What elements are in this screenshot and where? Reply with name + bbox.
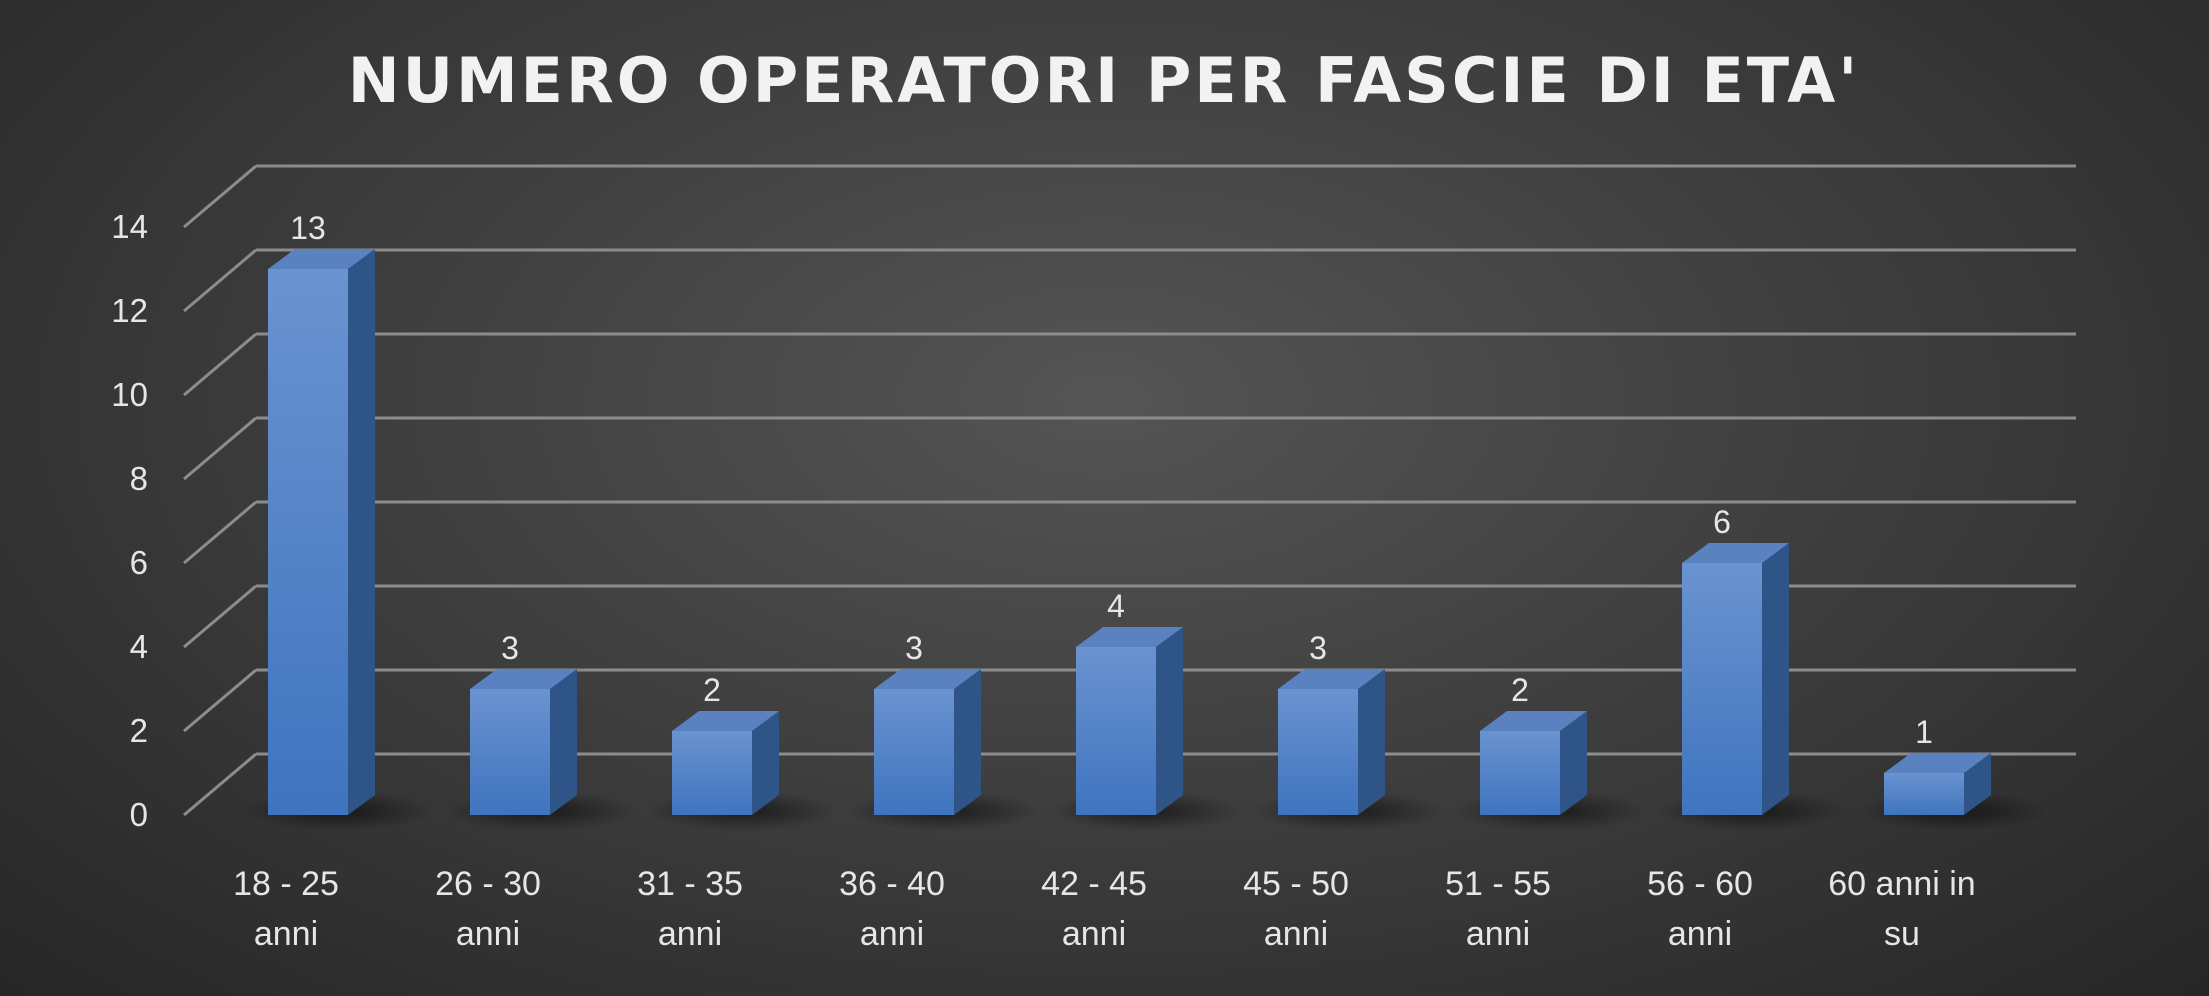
y-axis-tick-labels: 0 2 4 6 8 10 12 14: [111, 208, 148, 833]
data-label: 4: [1107, 588, 1125, 624]
x-tick-label: 45 - 50: [1243, 865, 1349, 903]
data-label: 3: [905, 630, 923, 666]
gridline-diagonal: [183, 332, 257, 397]
x-axis-category-labels: 18 - 25 anni 26 - 30 anni 31 - 35 anni 36 - 40…: [233, 865, 1976, 953]
x-tick-label: anni: [860, 915, 924, 953]
bar: [1884, 753, 1991, 815]
y-tick-label: 2: [130, 712, 148, 749]
bar-side: [1358, 669, 1385, 815]
bar-top: [1278, 669, 1385, 689]
bar-side: [1560, 711, 1587, 815]
data-label: 6: [1713, 504, 1731, 540]
bar-front: [1884, 773, 1964, 815]
y-tick-label: 0: [130, 796, 148, 833]
bar-top: [1682, 543, 1789, 563]
gridline-diagonal: [183, 416, 257, 481]
bar-front: [470, 689, 550, 815]
data-labels: 13 3 2 3 4 3 2 6 1: [290, 210, 1933, 750]
bar-top: [268, 249, 375, 269]
bar-top: [672, 711, 779, 731]
bar-front: [1076, 647, 1156, 815]
bar-side: [954, 669, 981, 815]
bar: [1480, 711, 1587, 815]
bars: [268, 249, 1991, 815]
y-tick-label: 10: [111, 376, 148, 413]
bar: [470, 669, 577, 815]
x-tick-label: 31 - 35: [637, 865, 743, 903]
bar-top: [1076, 627, 1183, 647]
bar-side: [752, 711, 779, 815]
x-tick-label: 56 - 60: [1647, 865, 1753, 903]
data-label: 3: [1309, 630, 1327, 666]
bar-side: [1762, 543, 1789, 815]
x-tick-label: 60 anni in: [1828, 865, 1975, 903]
x-tick-label: anni: [1264, 915, 1328, 953]
y-tick-label: 8: [130, 460, 148, 497]
data-label: 2: [703, 672, 721, 708]
bar-side: [1964, 753, 1991, 815]
bar: [672, 711, 779, 815]
data-label: 13: [290, 210, 326, 246]
x-tick-label: anni: [658, 915, 722, 953]
x-tick-label: 26 - 30: [435, 865, 541, 903]
x-tick-label: anni: [1062, 915, 1126, 953]
bar: [1076, 627, 1183, 815]
x-tick-label: 51 - 55: [1445, 865, 1551, 903]
y-tick-label: 6: [130, 544, 148, 581]
bar-top: [1884, 753, 1991, 773]
data-label: 2: [1511, 672, 1529, 708]
bar-top: [874, 669, 981, 689]
bar-side: [1156, 627, 1183, 815]
bar-front: [1682, 563, 1762, 815]
bar: [1278, 669, 1385, 815]
x-tick-label: 18 - 25: [233, 865, 339, 903]
bar-front: [1278, 689, 1358, 815]
gridline-diagonal: [183, 500, 257, 565]
bar-top: [1480, 711, 1587, 731]
bar: [1682, 543, 1789, 815]
bar-side: [348, 249, 375, 815]
gridline-diagonal: [183, 752, 257, 817]
x-tick-label: anni: [254, 915, 318, 953]
bar: [268, 249, 375, 815]
bar-top: [470, 669, 577, 689]
gridline-diagonal: [183, 248, 257, 313]
x-tick-label: anni: [1466, 915, 1530, 953]
x-tick-label: su: [1884, 915, 1920, 953]
data-label: 3: [501, 630, 519, 666]
bar: [874, 669, 981, 815]
y-tick-label: 4: [130, 628, 148, 665]
x-tick-label: 36 - 40: [839, 865, 945, 903]
bar-front: [268, 269, 348, 815]
bar-front: [672, 731, 752, 815]
bar-front: [1480, 731, 1560, 815]
y-tick-label: 12: [111, 292, 148, 329]
x-tick-label: anni: [456, 915, 520, 953]
gridline-diagonal: [183, 584, 257, 649]
data-label: 1: [1915, 714, 1933, 750]
x-tick-label: 42 - 45: [1041, 865, 1147, 903]
bar-front: [874, 689, 954, 815]
gridline-diagonal: [183, 164, 257, 229]
chart-title: NUMERO OPERATORI PER FASCIE DI ETA': [348, 44, 1861, 117]
x-tick-label: anni: [1668, 915, 1732, 953]
bar-side: [550, 669, 577, 815]
gridline-diagonal: [183, 668, 257, 733]
y-tick-label: 14: [111, 208, 148, 245]
